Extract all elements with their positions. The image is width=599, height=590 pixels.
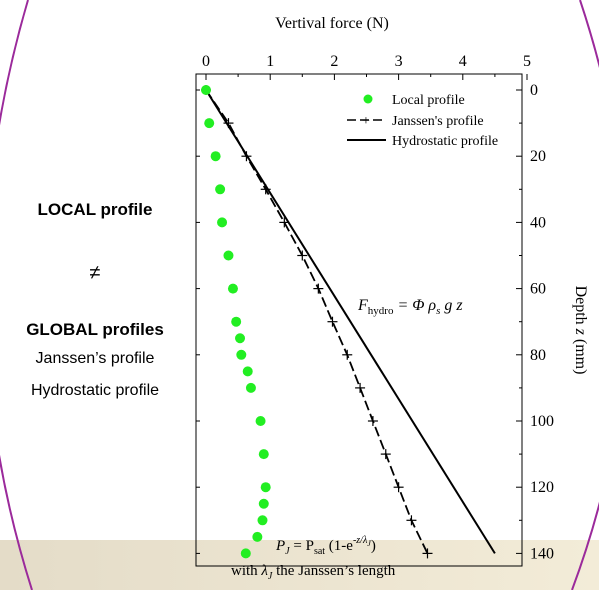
local-point [215,184,226,195]
local-point [242,366,253,377]
legend-label-janssen: Janssen's profile [392,114,484,129]
y-tick-label: 20 [530,148,546,165]
janssen-point [297,250,308,261]
y-tick-label: 120 [530,479,554,496]
local-point [252,531,263,542]
local-point [255,416,266,426]
janssen-point [355,382,366,393]
janssen-formula: PJ = Psat (1-e-z/λJ) [275,535,376,557]
x-tick-label: 2 [330,53,338,70]
x-tick-label: 4 [459,53,467,70]
local-point [260,482,271,493]
legend-label-hydrostatic: Hydrostatic profile [392,134,498,149]
x-tick-label: 0 [202,53,210,70]
local-point [258,498,269,509]
not-equal-sign: ≠ [89,262,101,284]
janssen-note: with λJ the Janssen’s length [231,563,396,582]
local-point [217,217,228,228]
x-axis-title: Vertival force (N) [275,15,389,32]
y-tick-label: 40 [530,214,546,231]
y-tick-labels: 0 20 40 60 80 100 120 140 [530,82,554,562]
hydrostatic-profile-label: Hydrostatic profile [30,382,160,399]
y-tick-label: 100 [530,413,554,430]
legend-label-local: Local profile [392,93,465,108]
janssen-point [260,184,271,195]
x-tick-label: 1 [266,53,274,70]
local-point [227,283,238,294]
series-layer [201,85,496,559]
local-point [235,333,246,344]
x-tick-label: 5 [523,53,531,70]
local-point [236,349,247,360]
y-axis-title: Depth z (mm) [572,286,589,375]
local-point [223,250,234,261]
local-point [240,548,251,559]
janssen-point [313,283,324,294]
local-profile-title: LOCAL profile [37,200,153,219]
local-point [257,515,268,526]
legend: Local profile + Janssen's profile Hydros… [347,93,498,149]
local-point [245,382,256,393]
janssen-line [205,89,429,554]
frame-right-arc [571,0,599,590]
janssen-point [380,449,391,460]
global-profiles-title: GLOBAL profiles [26,320,164,339]
y-tick-label: 140 [530,545,554,562]
janssen-point [241,151,252,162]
x-tick-labels: 0 1 2 3 4 5 [202,53,531,70]
local-point [210,151,221,162]
x-tick-label: 3 [395,53,403,70]
y-tick-label: 80 [530,347,546,364]
janssen-point [279,217,290,228]
legend-plus-janssen: + [362,114,370,129]
janssen-point [342,349,353,360]
local-point [201,85,211,95]
hydro-formula: Fhydro = Φ ρs g z [357,297,463,317]
janssen-profile-label: Janssen’s profile [35,350,155,367]
local-point [231,316,242,327]
janssen-point [406,515,417,526]
local-point [204,118,215,129]
janssen-point [327,316,338,327]
frame-left-arc [0,0,33,590]
janssen-point [223,118,234,129]
local-point [258,449,269,460]
plot-frame [195,73,523,567]
janssen-point [393,482,404,493]
y-tick-label: 0 [530,82,538,99]
hydrostatic-line [205,89,496,554]
sand-strip-bottom [0,540,599,590]
janssen-point [422,548,433,559]
legend-marker-local [363,94,373,104]
y-tick-label: 60 [530,281,546,298]
axis-tick-marks [196,74,528,554]
janssen-point [367,416,378,426]
